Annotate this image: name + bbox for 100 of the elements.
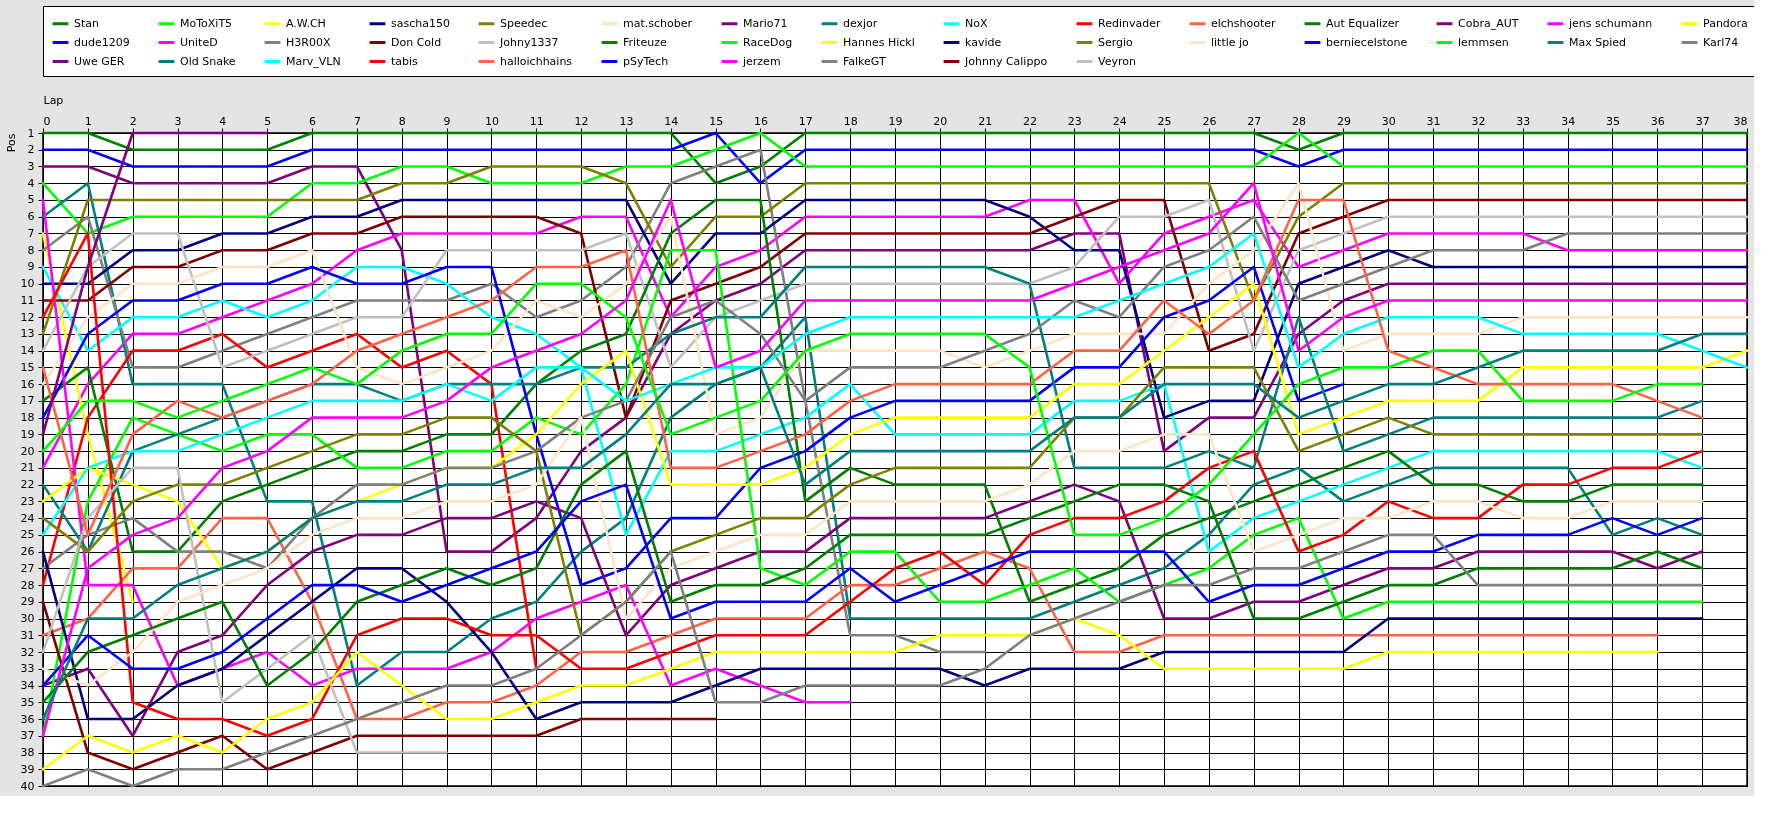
y-tick-label: 5: [27, 193, 35, 207]
y-tick-label: 30: [20, 612, 35, 626]
x-tick-label: 36: [1650, 114, 1665, 128]
y-tick-label: 19: [20, 427, 35, 441]
x-tick-label: 24: [1112, 114, 1127, 128]
y-tick-label: 10: [20, 277, 35, 291]
x-tick-label: 15: [709, 114, 724, 128]
y-tick-label: 14: [20, 344, 35, 358]
y-axis-title: Pos: [4, 133, 18, 153]
legend-label: H3R00X: [286, 35, 331, 49]
y-tick-label: 40: [20, 779, 35, 793]
legend-label: sascha150: [391, 16, 450, 30]
legend-label: Karl74: [1703, 35, 1739, 49]
legend-label: Pandora: [1703, 16, 1748, 30]
x-tick-label: 30: [1381, 114, 1396, 128]
legend-label: mat.schober: [623, 16, 693, 30]
legend-label: Friteuze: [623, 35, 667, 49]
x-tick-label: 7: [353, 114, 361, 128]
y-tick-label: 37: [20, 729, 35, 743]
x-tick-label: 20: [933, 114, 948, 128]
legend-label: Hannes Hickl: [843, 35, 915, 49]
y-tick-label: 7: [27, 226, 35, 240]
x-tick-label: 23: [1067, 114, 1082, 128]
x-tick-label: 29: [1336, 114, 1351, 128]
legend-label: Johny1337: [499, 35, 559, 49]
legend-label: berniecelstone: [1326, 35, 1408, 49]
x-tick-label: 6: [309, 114, 317, 128]
x-tick-label: 16: [753, 114, 768, 128]
y-tick-label: 11: [20, 293, 35, 307]
x-tick-label: 18: [843, 114, 858, 128]
line-series: [41, 131, 1749, 185]
x-tick-label: 9: [443, 114, 451, 128]
y-tick-label: 24: [20, 511, 35, 525]
line-series: [41, 516, 1659, 721]
legend-label: A.W.CH: [286, 16, 326, 30]
x-tick-label: 35: [1605, 114, 1620, 128]
x-tick-label: 22: [1023, 114, 1038, 128]
legend-label: FalkeGT: [843, 54, 886, 68]
x-tick-label: 19: [888, 114, 903, 128]
legend-label: Johnny Calippo: [964, 54, 1048, 68]
legend-label: NoX: [965, 16, 988, 30]
legend-label: Max Spied: [1569, 35, 1627, 49]
x-tick-label: 11: [529, 114, 544, 128]
x-tick-label: 3: [174, 114, 182, 128]
y-tick-label: 23: [20, 494, 35, 508]
x-tick-label: 2: [129, 114, 137, 128]
x-tick-label: 8: [398, 114, 406, 128]
x-tick-label: 12: [574, 114, 589, 128]
y-tick-label: 16: [20, 377, 35, 391]
legend-label: elchshooter: [1211, 16, 1277, 30]
x-tick-label: 1: [84, 114, 92, 128]
legend-label: Stan: [74, 16, 100, 30]
legend-label: lemmsen: [1458, 35, 1509, 49]
y-tick-label: 36: [20, 712, 35, 726]
x-tick-label: 25: [1157, 114, 1172, 128]
y-tick-label: 13: [20, 327, 35, 341]
y-tick-label: 38: [20, 746, 35, 760]
y-tick-label: 1: [27, 126, 35, 140]
y-tick-label: 18: [20, 411, 35, 425]
x-tick-label: 28: [1292, 114, 1307, 128]
y-tick-label: 4: [27, 176, 35, 190]
line-series: [41, 550, 1704, 721]
line-series: [41, 466, 448, 754]
line-series: [41, 617, 1659, 771]
x-tick-label: 26: [1202, 114, 1217, 128]
legend-label: Sergio: [1098, 35, 1134, 49]
line-series: [41, 131, 1749, 235]
x-tick-label: 21: [978, 114, 993, 128]
legend-label: UniteD: [180, 35, 218, 49]
y-tick-label: 9: [27, 260, 35, 274]
y-tick-label: 29: [20, 595, 35, 609]
y-tick-label: 28: [20, 578, 35, 592]
x-tick-label: 31: [1426, 114, 1441, 128]
y-tick-label: 8: [27, 243, 35, 257]
legend-label: kavide: [965, 35, 1002, 49]
y-tick-label: 21: [20, 461, 35, 475]
x-tick-label: 17: [798, 114, 813, 128]
x-tick-label: 0: [43, 114, 51, 128]
y-tick-label: 17: [20, 394, 35, 408]
y-tick-label: 31: [20, 628, 35, 642]
y-tick-label: 33: [20, 662, 35, 676]
y-tick-label: 26: [20, 545, 35, 559]
x-tick-label: 4: [219, 114, 227, 128]
legend-label: Don Cold: [391, 35, 442, 49]
x-tick-label: 34: [1561, 114, 1576, 128]
y-tick-label: 39: [20, 762, 35, 776]
x-tick-label: 14: [664, 114, 679, 128]
x-axis-title: Lap: [43, 93, 64, 107]
legend-label: MoToXiT5: [180, 16, 233, 30]
x-tick-label: 13: [619, 114, 634, 128]
legend-label: Mario71: [743, 16, 788, 30]
x-tick-label: 37: [1695, 114, 1710, 128]
legend-label: Marv_VLN: [286, 54, 341, 68]
legend-label: dude1209: [74, 35, 130, 49]
legend-label: RaceDog: [743, 35, 793, 49]
legend-label: dexjor: [843, 16, 878, 30]
y-tick-label: 15: [20, 360, 35, 374]
line-series: [41, 533, 1704, 788]
x-tick-label: 5: [264, 114, 272, 128]
x-tick-label: 10: [484, 114, 499, 128]
